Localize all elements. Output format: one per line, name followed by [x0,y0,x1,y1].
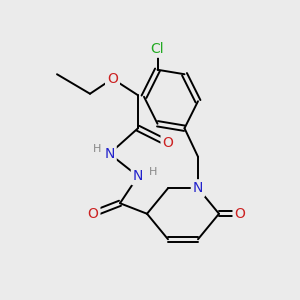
Text: O: O [88,207,98,221]
Text: H: H [149,167,157,177]
Text: N: N [193,181,203,195]
Text: N: N [133,169,143,183]
Text: N: N [104,147,115,161]
Text: O: O [163,136,173,150]
Text: Cl: Cl [151,42,164,56]
Text: H: H [93,144,102,154]
Text: O: O [235,207,245,221]
Text: O: O [107,72,118,86]
